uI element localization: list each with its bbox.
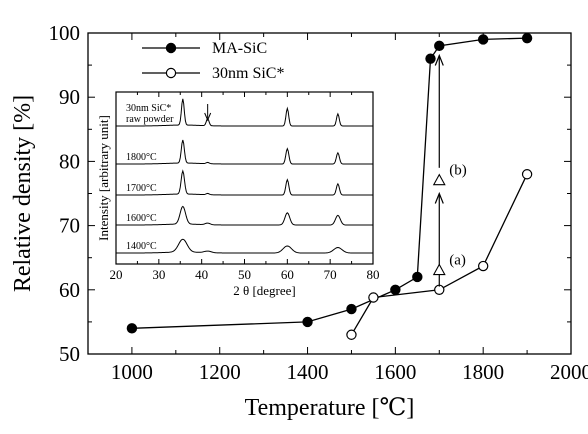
- ma-sic-point: [390, 284, 401, 295]
- x-tick-label: 1600: [374, 360, 416, 384]
- main-axes: 1000 1200 1400 1600 1800 2000 50 60 70 80 90 100: [49, 21, 588, 384]
- densification-arrowhead: [434, 191, 444, 204]
- legend-label: 30nm SiC*: [212, 65, 284, 82]
- inset-trace: [116, 238, 373, 254]
- y-tick-label: 80: [59, 149, 80, 173]
- inset-trace-label: 1600°C: [126, 213, 157, 224]
- triangle-marker: [432, 173, 446, 186]
- nano-sic-point: [346, 329, 357, 340]
- legend-label: MA-SiC: [212, 40, 267, 57]
- nano-sic-point: [521, 169, 533, 180]
- annotation-label: (b): [449, 163, 467, 179]
- y-tick-label: 50: [59, 342, 80, 366]
- inset-trace: [116, 139, 373, 165]
- annotation-label: (a): [449, 253, 466, 269]
- inset-trace-label: 1800°C: [126, 152, 157, 163]
- inset-x-tick-label: 80: [367, 267, 380, 282]
- y-tick-label: 100: [49, 21, 81, 45]
- ma-sic-point: [412, 271, 423, 283]
- inset-trace: [116, 98, 373, 127]
- densification-arrowhead: [434, 53, 444, 66]
- x-tick-label: 1200: [199, 360, 241, 384]
- legend: MA-SiC 30nm SiC*: [142, 40, 284, 82]
- inset-x-tick-label: 30: [152, 267, 165, 282]
- nano-sic-point: [368, 292, 379, 303]
- inset-trace-label: 30nm SiC*: [126, 103, 171, 114]
- ma-sic-point: [126, 323, 138, 334]
- inset-y-axis-title: Intensity [arbitrary unit]: [96, 115, 111, 241]
- ma-sic-point: [521, 32, 533, 44]
- x-tick-label: 1400: [287, 360, 329, 384]
- triangle-marker: [432, 263, 446, 276]
- inset-trace: [116, 169, 373, 196]
- y-tick-label: 90: [59, 85, 80, 109]
- inset-x-tick-label: 40: [195, 267, 208, 282]
- x-tick-label: 1000: [111, 360, 153, 384]
- inset-peak-arrowhead: [204, 112, 212, 122]
- main-series: (a) (b): [126, 32, 533, 340]
- ma-sic-point: [346, 303, 357, 315]
- inset-frame: [115, 91, 374, 265]
- x-tick-label: 2000: [550, 360, 588, 384]
- inset-x-tick-label: 50: [238, 267, 251, 282]
- inset-trace-label: 1400°C: [126, 241, 157, 252]
- y-axis-title: Relative density [%]: [10, 95, 36, 292]
- y-tick-label: 70: [59, 214, 80, 238]
- inset-trace: [116, 205, 373, 226]
- inset-x-axis-title: 2 θ [degree]: [233, 283, 296, 298]
- ma-sic-point: [477, 34, 489, 45]
- inset-trace-label: 1700°C: [126, 183, 157, 194]
- ma-sic-point: [425, 53, 436, 64]
- x-axis-title: Temperature [℃]: [245, 395, 415, 421]
- legend-marker: [165, 42, 177, 54]
- x-tick-label: 1800: [462, 360, 504, 384]
- ma-sic-point: [302, 316, 313, 328]
- inset-x-tick-label: 70: [324, 267, 337, 282]
- inset-x-tick-label: 20: [110, 267, 123, 282]
- inset-x-tick-label: 60: [281, 267, 294, 282]
- inset-chart: 20 30 40 50 60 70 80 2 θ [degree] Intensity [arb…: [96, 91, 380, 298]
- legend-marker: [165, 67, 177, 79]
- inset-trace-label: raw powder: [126, 114, 174, 125]
- nano-sic-point: [477, 260, 489, 272]
- ma-sic-point: [434, 40, 445, 52]
- y-tick-label: 60: [59, 278, 80, 302]
